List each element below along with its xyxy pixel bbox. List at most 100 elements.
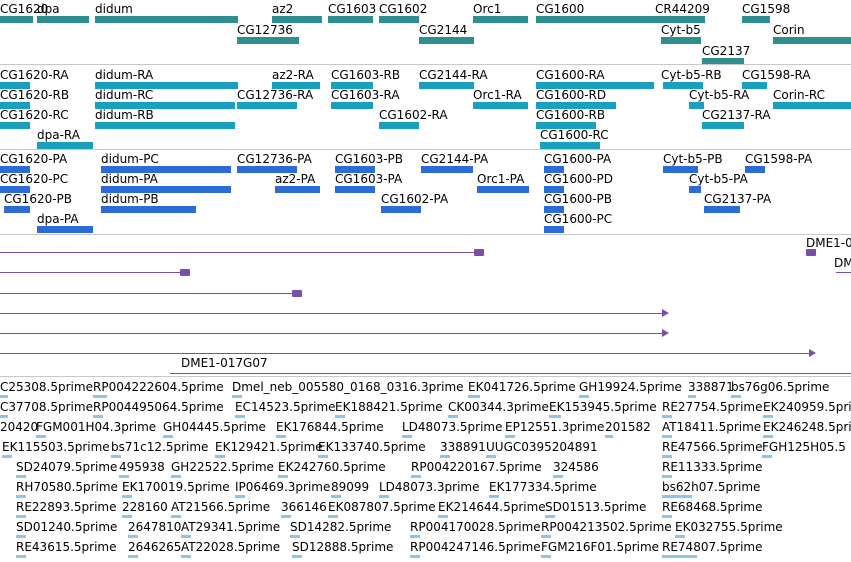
est-glyph[interactable]	[16, 515, 26, 518]
est-glyph[interactable]	[541, 535, 551, 538]
est-label[interactable]: RH70580.5prime	[16, 480, 118, 494]
transcript-glyph[interactable]	[95, 102, 235, 109]
gene-label[interactable]: CG1600	[536, 2, 585, 16]
est-glyph[interactable]	[318, 455, 328, 458]
transcript-glyph[interactable]	[379, 122, 419, 129]
est-glyph[interactable]	[410, 535, 420, 538]
gene-label[interactable]: CG1603	[328, 2, 377, 16]
protein-glyph[interactable]	[101, 186, 231, 193]
gene-label[interactable]: Orc1	[473, 2, 502, 16]
protein-label[interactable]: CG1603-PA	[335, 172, 403, 186]
est-glyph[interactable]	[163, 435, 173, 438]
protein-label[interactable]: didum-PA	[101, 172, 158, 186]
est-glyph[interactable]	[763, 415, 773, 418]
protein-glyph[interactable]	[381, 206, 421, 213]
transcript-glyph[interactable]	[742, 82, 767, 89]
clone-glyph[interactable]	[0, 272, 186, 273]
protein-label[interactable]: Orc1-PA	[477, 172, 525, 186]
clone-glyph[interactable]	[0, 252, 480, 253]
transcript-glyph[interactable]	[663, 82, 703, 89]
est-label[interactable]: RP004222604.5prime	[93, 380, 224, 394]
est-glyph[interactable]	[119, 475, 129, 478]
est-label[interactable]: RE43615.5prime	[16, 540, 117, 554]
protein-glyph[interactable]	[335, 166, 375, 173]
gene-glyph[interactable]	[742, 16, 770, 23]
protein-label[interactable]: Cyt-b5-PA	[689, 172, 748, 186]
est-label[interactable]: EK133740.5prime	[318, 440, 426, 454]
transcript-glyph[interactable]	[536, 82, 654, 89]
protein-glyph[interactable]	[0, 166, 30, 173]
est-glyph[interactable]	[489, 495, 499, 498]
protein-glyph[interactable]	[544, 226, 564, 233]
gene-glyph[interactable]	[0, 16, 33, 23]
est-glyph[interactable]	[0, 395, 8, 398]
est-glyph[interactable]	[662, 515, 672, 518]
est-glyph[interactable]	[675, 535, 685, 538]
gene-label[interactable]: CG1598	[742, 2, 791, 16]
est-glyph[interactable]	[545, 515, 555, 518]
transcript-label[interactable]: CG1600-RC	[540, 128, 609, 142]
transcript-label[interactable]: az2-RA	[272, 68, 314, 82]
est-label[interactable]: AT21566.5prime	[171, 500, 271, 514]
protein-glyph[interactable]	[704, 206, 740, 213]
gene-glyph[interactable]	[655, 16, 705, 23]
est-glyph[interactable]	[448, 415, 458, 418]
est-label[interactable]: C37708.5prime	[0, 400, 93, 414]
est-glyph[interactable]	[181, 535, 191, 538]
est-glyph[interactable]	[553, 475, 563, 478]
est-glyph[interactable]	[128, 535, 138, 538]
est-label[interactable]: RP004213502.5prime	[541, 520, 672, 534]
est-glyph[interactable]	[379, 495, 389, 498]
transcript-label[interactable]: CG1600-RA	[536, 68, 605, 82]
est-glyph[interactable]	[763, 435, 773, 438]
est-label[interactable]: EP12551.3prime	[505, 420, 605, 434]
est-glyph[interactable]	[171, 515, 181, 518]
transcript-label[interactable]: didum-RA	[95, 68, 154, 82]
clone-label[interactable]: DM	[834, 256, 851, 270]
est-label[interactable]: SD01513.5prime	[545, 500, 647, 514]
transcript-label[interactable]: CG2137-RA	[702, 108, 771, 122]
transcript-glyph[interactable]	[0, 122, 30, 129]
protein-label[interactable]: CG1602-PA	[381, 192, 449, 206]
est-glyph[interactable]	[16, 475, 26, 478]
transcript-glyph[interactable]	[689, 102, 704, 109]
est-glyph[interactable]	[290, 535, 300, 538]
est-glyph[interactable]	[549, 415, 561, 418]
gene-label[interactable]: CG1620	[0, 2, 49, 16]
est-label[interactable]: 366146	[281, 500, 327, 514]
protein-glyph[interactable]	[37, 226, 93, 233]
est-label[interactable]: AT22028.5prime	[181, 540, 281, 554]
est-label[interactable]: EK177334.5prime	[489, 480, 597, 494]
protein-glyph[interactable]	[335, 186, 375, 193]
est-glyph[interactable]	[505, 435, 515, 438]
est-glyph[interactable]	[486, 455, 496, 458]
est-glyph[interactable]	[440, 455, 450, 458]
protein-glyph[interactable]	[689, 186, 701, 193]
est-label[interactable]: EK188421.5prime	[335, 400, 443, 414]
protein-label[interactable]: CG1600-PD	[544, 172, 614, 186]
transcript-label[interactable]: CG1620-RB	[0, 88, 70, 102]
protein-glyph[interactable]	[544, 186, 564, 193]
protein-label[interactable]: didum-PB	[101, 192, 159, 206]
protein-label[interactable]: didum-PC	[101, 152, 159, 166]
protein-label[interactable]: CG12736-PA	[237, 152, 312, 166]
est-label[interactable]: RP004170028.5prime	[410, 520, 541, 534]
transcript-glyph[interactable]	[95, 122, 235, 129]
transcript-label[interactable]: Orc1-RA	[473, 88, 522, 102]
est-label[interactable]: 20420	[0, 420, 39, 434]
transcript-glyph[interactable]	[536, 122, 596, 129]
gene-glyph[interactable]	[37, 16, 89, 23]
protein-label[interactable]: CG1600-PA	[544, 152, 612, 166]
protein-glyph[interactable]	[745, 166, 765, 173]
est-label[interactable]: SD01240.5prime	[16, 520, 118, 534]
transcript-glyph[interactable]	[0, 102, 30, 109]
transcript-glyph[interactable]	[773, 102, 851, 109]
gene-label[interactable]: CG12736	[237, 23, 293, 37]
est-glyph[interactable]	[278, 475, 288, 478]
protein-label[interactable]: CG1620-PA	[0, 152, 68, 166]
est-label[interactable]: EK242760.5prime	[278, 460, 386, 474]
est-glyph[interactable]	[731, 395, 741, 398]
clone-glyph[interactable]	[836, 272, 851, 273]
protein-glyph[interactable]	[101, 166, 231, 173]
transcript-glyph[interactable]	[272, 82, 320, 89]
